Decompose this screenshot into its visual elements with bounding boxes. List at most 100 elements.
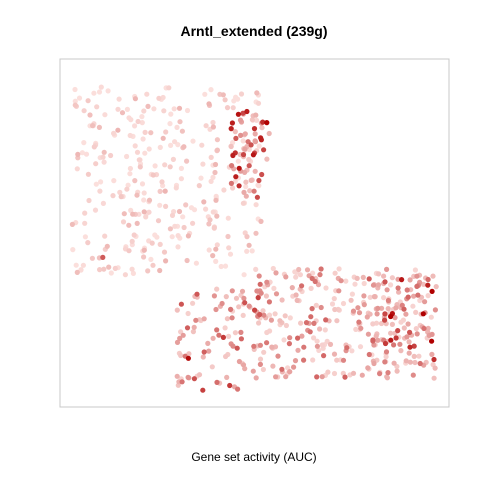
scatter-point — [98, 179, 104, 185]
scatter-point — [72, 102, 78, 108]
scatter-point — [90, 123, 96, 129]
scatter-point — [414, 331, 420, 337]
scatter-point — [211, 293, 217, 299]
scatter-point — [340, 357, 347, 363]
scatter-point — [108, 152, 114, 159]
scatter-point — [173, 185, 179, 191]
scatter-point — [94, 104, 100, 110]
scatter-point — [348, 297, 354, 303]
scatter-point — [96, 124, 102, 130]
scatter-point — [431, 375, 437, 381]
scatter-point — [143, 214, 149, 220]
scatter-point — [250, 368, 256, 374]
scatter-point — [331, 351, 338, 357]
scatter-point — [393, 335, 399, 341]
scatter-point — [152, 163, 158, 169]
scatter-point — [178, 352, 184, 359]
scatter-point — [233, 174, 239, 180]
scatter-point — [342, 374, 348, 380]
scatter-point — [225, 233, 231, 240]
scatter-point — [298, 320, 304, 326]
scatter-point — [117, 189, 123, 195]
scatter-point — [243, 193, 249, 199]
scatter-point — [361, 293, 367, 299]
scatter-point — [385, 370, 391, 376]
scatter-point — [291, 364, 297, 370]
scatter-point — [350, 308, 357, 314]
scatter-point — [91, 144, 97, 150]
scatter-point — [310, 357, 316, 363]
scatter-point — [144, 91, 150, 97]
scatter-point — [308, 285, 314, 291]
scatter-point — [240, 138, 246, 144]
scatter-point — [429, 331, 435, 337]
scatter-point — [200, 387, 206, 393]
scatter-point — [254, 288, 260, 294]
scatter-point — [228, 143, 234, 150]
scatter-point — [81, 108, 87, 114]
scatter-point — [311, 320, 317, 326]
scatter-point — [433, 284, 439, 290]
scatter-point — [236, 304, 242, 310]
scatter-point — [256, 177, 262, 184]
scatter-point — [211, 225, 217, 231]
scatter-point — [240, 200, 246, 206]
scatter-point — [317, 272, 323, 278]
scatter-point — [258, 218, 264, 224]
scatter-point — [227, 251, 234, 257]
scatter-point — [131, 232, 137, 238]
scatter-point — [110, 193, 116, 199]
scatter-point — [234, 345, 240, 351]
scatter-point — [270, 363, 276, 369]
scatter-point — [74, 269, 80, 275]
scatter-point — [202, 91, 208, 97]
scatter-point — [356, 310, 363, 316]
scatter-point — [412, 267, 418, 273]
scatter-point — [422, 299, 428, 305]
scatter-point — [360, 274, 366, 280]
scatter-point — [224, 105, 231, 111]
scatter-point — [104, 243, 110, 249]
scatter-point — [270, 265, 276, 272]
scatter-point — [130, 270, 136, 276]
scatter-point — [334, 318, 340, 324]
scatter-point — [214, 327, 220, 333]
scatter-point — [307, 329, 313, 335]
scatter-point — [135, 118, 141, 125]
scatter-point — [181, 144, 187, 150]
scatter-point — [184, 158, 190, 164]
scatter-point — [167, 164, 173, 170]
scatter-point — [181, 224, 187, 231]
scatter-point — [89, 255, 95, 261]
scatter-point — [421, 325, 427, 332]
scatter-point — [356, 319, 362, 325]
scatter-point — [367, 294, 373, 300]
scatter-point — [178, 301, 184, 307]
scatter-point — [244, 234, 250, 240]
scatter-point — [179, 128, 185, 134]
scatter-point — [223, 353, 229, 360]
scatter-point — [255, 295, 261, 301]
scatter-point — [101, 149, 107, 155]
scatter-point — [273, 270, 279, 276]
scatter-point — [383, 354, 389, 360]
scatter-point — [116, 96, 122, 102]
scatter-point — [210, 335, 216, 341]
scatter-point — [283, 274, 289, 280]
scatter-point — [172, 223, 178, 229]
scatter-point — [381, 295, 387, 301]
scatter-point — [253, 266, 259, 272]
scatter-point — [319, 374, 325, 380]
scatter-point — [388, 330, 394, 336]
scatter-point — [96, 89, 103, 95]
scatter-point — [410, 303, 416, 309]
scatter-point — [190, 300, 196, 306]
scatter-point — [261, 147, 267, 153]
scatter-point — [229, 315, 235, 321]
scatter-points — [69, 84, 439, 393]
scatter-point — [256, 183, 262, 189]
scatter-point — [200, 354, 206, 360]
scatter-point — [163, 129, 169, 135]
scatter-point — [174, 124, 180, 130]
scatter-point — [81, 140, 87, 146]
